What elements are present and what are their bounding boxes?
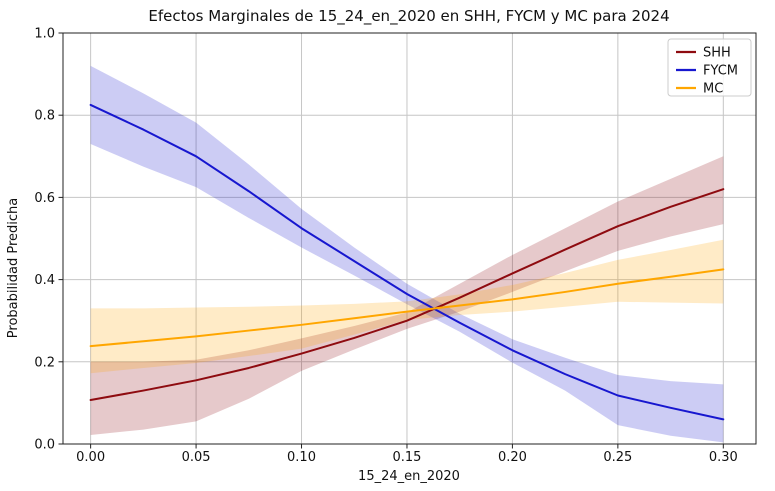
y-tick-label: 0.6 (34, 191, 55, 206)
series-lines (89, 103, 725, 421)
legend-label-shh: SHH (703, 46, 731, 61)
y-tick-label: 0.0 (34, 438, 55, 453)
y-tick-label: 1.0 (34, 27, 55, 42)
y-tick-label: 0.8 (34, 109, 55, 124)
x-tick-label: 0.10 (287, 450, 316, 465)
x-tick-label: 0.20 (498, 450, 527, 465)
x-tick-label: 0.05 (182, 450, 211, 465)
legend-box (667, 38, 752, 97)
x-tick-label: 0.30 (709, 450, 738, 465)
plot-border (62, 32, 757, 445)
series-line-shh (89, 188, 725, 402)
x-tick-label: 0.25 (603, 450, 632, 465)
legend-label-fycm: FYCM (703, 64, 738, 79)
legend-label-mc: MC (703, 82, 723, 97)
x-tick-labels: 0.00 0.05 0.10 0.15 0.20 0.25 0.30 (76, 450, 738, 465)
y-tick-labels: 0.0 0.2 0.4 0.6 0.8 1.0 (34, 27, 55, 453)
tick-marks (58, 32, 724, 449)
chart-title: Efectos Marginales de 15_24_en_2020 en S… (148, 7, 669, 26)
x-axis-label: 15_24_en_2020 (358, 469, 460, 484)
series-line-fycm (89, 103, 725, 421)
y-tick-label: 0.2 (34, 355, 55, 370)
confidence-band-shh (90, 156, 724, 435)
y-tick-label: 0.4 (34, 273, 55, 288)
legend: SHH FYCM MC (667, 38, 752, 97)
x-tick-label: 0.00 (76, 450, 105, 465)
confidence-band-mc (90, 239, 724, 374)
x-tick-label: 0.15 (392, 450, 421, 465)
series-line-mc (89, 268, 725, 348)
y-axis-label: Probabilidad Predicha (6, 198, 21, 338)
